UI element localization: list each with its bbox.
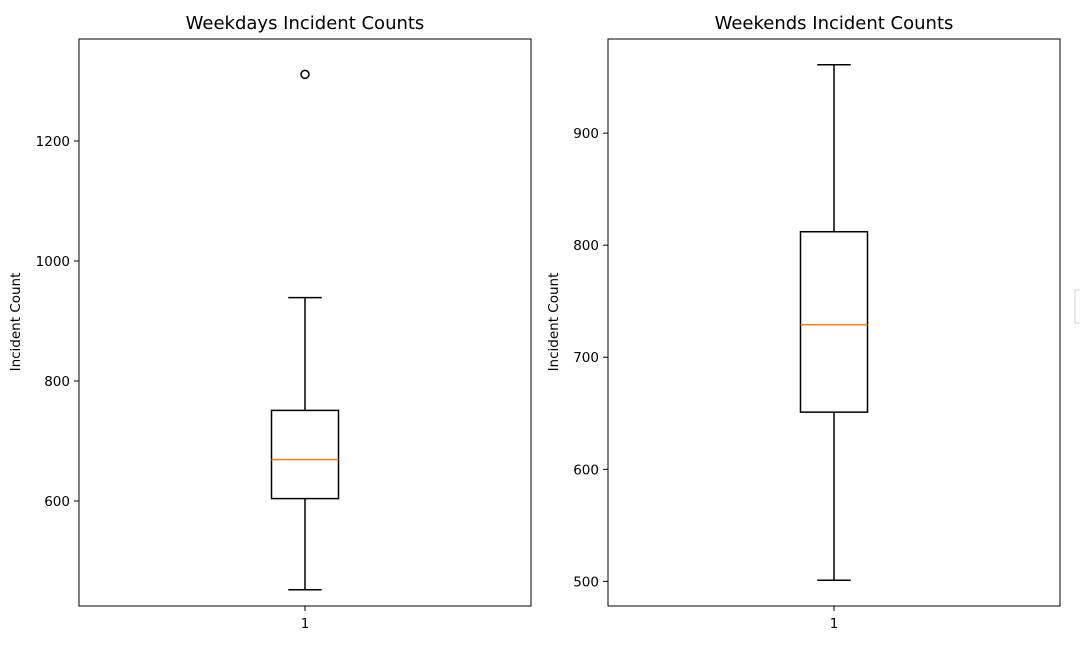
y-tick-label: 1000 bbox=[36, 254, 70, 270]
y-axis-label: Incident Count bbox=[546, 273, 562, 372]
box bbox=[270, 409, 340, 500]
y-tick-label: 600 bbox=[573, 462, 599, 478]
panel-title: Weekends Incident Counts bbox=[715, 13, 954, 34]
x-tick-label: 1 bbox=[301, 616, 310, 632]
weekdays-panel: Weekdays Incident Counts Incident Count … bbox=[8, 13, 532, 632]
panel-title: Weekdays Incident Counts bbox=[186, 13, 425, 34]
y-tick-label: 900 bbox=[573, 126, 599, 142]
y-tick-label: 1200 bbox=[36, 134, 70, 150]
y-tick-label: 600 bbox=[44, 494, 70, 510]
y-tick-label: 800 bbox=[573, 238, 599, 254]
clipped-edge-element bbox=[1074, 289, 1080, 324]
y-tick-label: 700 bbox=[573, 350, 599, 366]
box bbox=[799, 230, 869, 413]
y-tick-label: 500 bbox=[573, 574, 599, 590]
y-tick-label: 800 bbox=[44, 374, 70, 390]
weekends-panel: Weekends Incident Counts Incident Count … bbox=[546, 13, 1061, 632]
outlier-point bbox=[300, 69, 310, 80]
y-axis-label: Incident Count bbox=[8, 273, 24, 372]
x-tick-label: 1 bbox=[830, 616, 839, 632]
